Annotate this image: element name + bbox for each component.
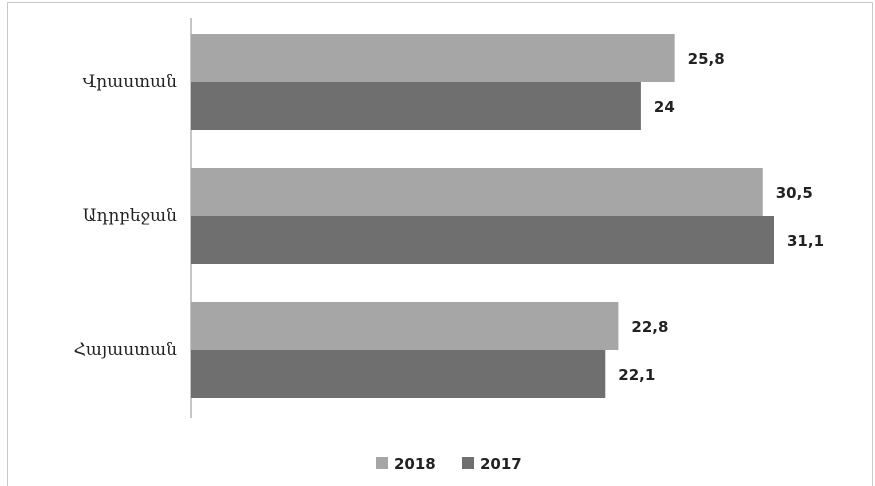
bar-2018 [191,302,619,350]
data-label: 30,5 [776,184,813,202]
category-label: Ադրբեջան [83,206,177,226]
data-label: 24 [654,98,675,116]
legend: 2018 2017 [376,455,522,473]
category-label: Հայաստան [74,340,178,360]
data-label: 25,8 [688,50,725,68]
legend-swatch-2017 [462,457,474,469]
data-label: 22,1 [618,366,655,384]
category-label: Վրաստան [83,72,178,92]
bar-2017 [191,350,606,398]
plot-area: Վրաստան 25,8 24 Ադրբեջան 30,5 31,1 Հայաստան 22,… [74,18,824,418]
data-label: 22,8 [631,318,668,336]
bar-2017 [191,82,641,130]
bar-2018 [191,168,763,216]
legend-label: 2018 [394,455,436,473]
bar-2017 [191,216,774,264]
data-label: 31,1 [787,232,824,250]
legend-swatch-2018 [376,457,388,469]
bar-2018 [191,34,675,82]
legend-label: 2017 [480,455,522,473]
